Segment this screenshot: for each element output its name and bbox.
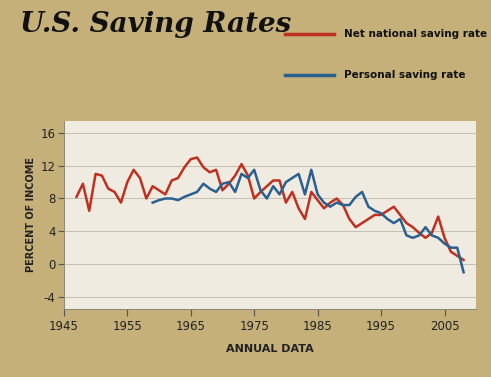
Text: U.S. Saving Rates: U.S. Saving Rates bbox=[20, 11, 291, 38]
Text: Net national saving rate: Net national saving rate bbox=[344, 29, 487, 39]
Y-axis label: PERCENT OF INCOME: PERCENT OF INCOME bbox=[27, 157, 36, 273]
Text: Personal saving rate: Personal saving rate bbox=[344, 70, 465, 80]
X-axis label: ANNUAL DATA: ANNUAL DATA bbox=[226, 344, 314, 354]
